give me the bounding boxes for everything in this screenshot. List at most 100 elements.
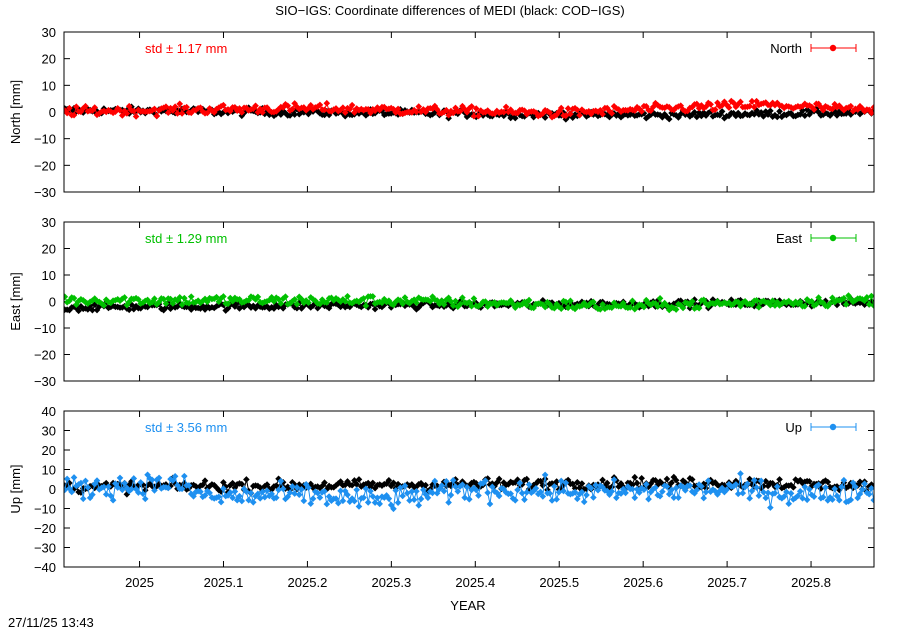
data-point-up bbox=[204, 487, 211, 495]
data-point-up bbox=[93, 477, 101, 484]
data-point-east bbox=[688, 298, 696, 305]
data-point-up bbox=[314, 489, 321, 497]
data-point-cod-igs bbox=[268, 303, 275, 311]
data-point-cod-igs bbox=[167, 305, 174, 313]
data-point-up bbox=[640, 486, 648, 494]
data-point-up bbox=[86, 494, 94, 502]
data-point-north bbox=[475, 112, 482, 120]
data-point-up bbox=[114, 484, 121, 491]
data-point-north bbox=[413, 108, 420, 116]
data-point-up bbox=[548, 497, 556, 504]
panel-east: −30 −20 −10 0 10 20 30 East [mm] std ± 1.29 mm Ea… bbox=[8, 215, 875, 389]
series-group bbox=[64, 470, 874, 513]
data-point-up bbox=[438, 482, 446, 489]
data-point-cod-igs bbox=[748, 109, 756, 117]
data-point-up bbox=[649, 485, 657, 493]
data-point-up bbox=[700, 494, 708, 502]
x-tick-label: 2025.2 bbox=[288, 575, 328, 590]
data-point-cod-igs bbox=[332, 482, 340, 489]
data-point-up bbox=[392, 487, 400, 494]
data-point-up bbox=[587, 484, 595, 492]
data-point-north bbox=[447, 107, 455, 115]
data-point-up bbox=[514, 486, 521, 494]
data-point-up bbox=[174, 481, 181, 489]
data-point-east bbox=[640, 303, 648, 311]
panel-frame bbox=[63, 221, 875, 382]
data-point-east bbox=[679, 304, 687, 312]
data-point-cod-igs bbox=[654, 297, 662, 304]
data-point-cod-igs bbox=[429, 303, 436, 311]
data-point-cod-igs bbox=[215, 301, 223, 309]
data-point-up bbox=[622, 489, 629, 497]
data-point-cod-igs bbox=[757, 109, 765, 116]
data-point-up bbox=[617, 490, 625, 497]
data-point-north bbox=[810, 106, 818, 113]
data-point-north bbox=[672, 104, 680, 111]
data-point-north bbox=[394, 105, 402, 113]
x-tick-label: 2025.4 bbox=[455, 575, 495, 590]
data-point-up bbox=[79, 495, 87, 503]
data-point-east bbox=[826, 300, 834, 307]
data-point-cod-igs bbox=[362, 112, 370, 119]
data-point-east bbox=[213, 293, 220, 301]
data-point-up bbox=[776, 493, 783, 501]
data-point-cod-igs bbox=[102, 479, 110, 487]
std-label: std ± 1.29 mm bbox=[145, 231, 227, 246]
data-point-up bbox=[169, 477, 177, 484]
data-point-north bbox=[868, 109, 874, 117]
y-tick-label: −20 bbox=[34, 158, 56, 173]
data-point-up bbox=[578, 488, 586, 496]
x-tick-label: 2025.3 bbox=[371, 575, 411, 590]
data-point-cod-igs bbox=[323, 302, 331, 310]
data-point-east bbox=[323, 299, 331, 306]
data-point-up bbox=[436, 485, 443, 493]
legend-marker bbox=[829, 423, 837, 431]
data-point-up bbox=[215, 493, 223, 501]
data-point-east bbox=[808, 297, 816, 305]
data-point-up bbox=[652, 484, 659, 491]
data-point-cod-igs bbox=[213, 484, 220, 491]
data-point-up bbox=[325, 493, 333, 500]
data-point-up bbox=[227, 489, 234, 496]
data-point-up bbox=[762, 494, 770, 502]
y-tick-label: −30 bbox=[34, 185, 56, 200]
data-point-up bbox=[613, 494, 620, 502]
data-point-east bbox=[187, 293, 195, 300]
data-point-east bbox=[596, 306, 604, 313]
data-point-up bbox=[767, 504, 774, 511]
data-point-up bbox=[861, 480, 868, 488]
data-point-east bbox=[592, 303, 599, 311]
data-point-up bbox=[167, 475, 174, 483]
panel-north: −30 −20 −10 0 10 20 30 North [mm] std ± 1.17 mm N… bbox=[8, 25, 875, 200]
data-point-cod-igs bbox=[362, 480, 370, 488]
data-point-east bbox=[121, 294, 128, 301]
data-point-north bbox=[341, 109, 349, 116]
data-point-east bbox=[240, 298, 248, 306]
data-point-up bbox=[178, 485, 186, 493]
data-point-north bbox=[174, 110, 181, 117]
data-point-east bbox=[125, 298, 133, 306]
legend-marker bbox=[829, 44, 837, 52]
data-point-north bbox=[670, 106, 678, 114]
data-point-cod-igs bbox=[174, 303, 181, 310]
data-point-north bbox=[564, 105, 572, 112]
data-point-cod-igs bbox=[268, 486, 275, 494]
data-point-up bbox=[284, 493, 292, 501]
data-point-east bbox=[259, 299, 266, 307]
data-point-up bbox=[475, 492, 482, 499]
data-point-cod-igs bbox=[753, 106, 760, 114]
data-point-cod-igs bbox=[309, 302, 317, 309]
data-point-east bbox=[162, 300, 170, 307]
x-tick-label: 2025.1 bbox=[204, 575, 244, 590]
data-point-north bbox=[835, 102, 843, 109]
data-point-north bbox=[831, 100, 839, 108]
data-point-up bbox=[289, 483, 296, 490]
data-point-north bbox=[321, 106, 328, 114]
data-point-cod-igs bbox=[495, 475, 503, 483]
data-point-up bbox=[279, 485, 287, 493]
data-point-north bbox=[220, 101, 227, 109]
data-point-cod-igs bbox=[833, 301, 841, 309]
data-point-cod-igs bbox=[762, 477, 770, 485]
data-point-up bbox=[870, 496, 874, 504]
data-point-north bbox=[284, 102, 292, 110]
